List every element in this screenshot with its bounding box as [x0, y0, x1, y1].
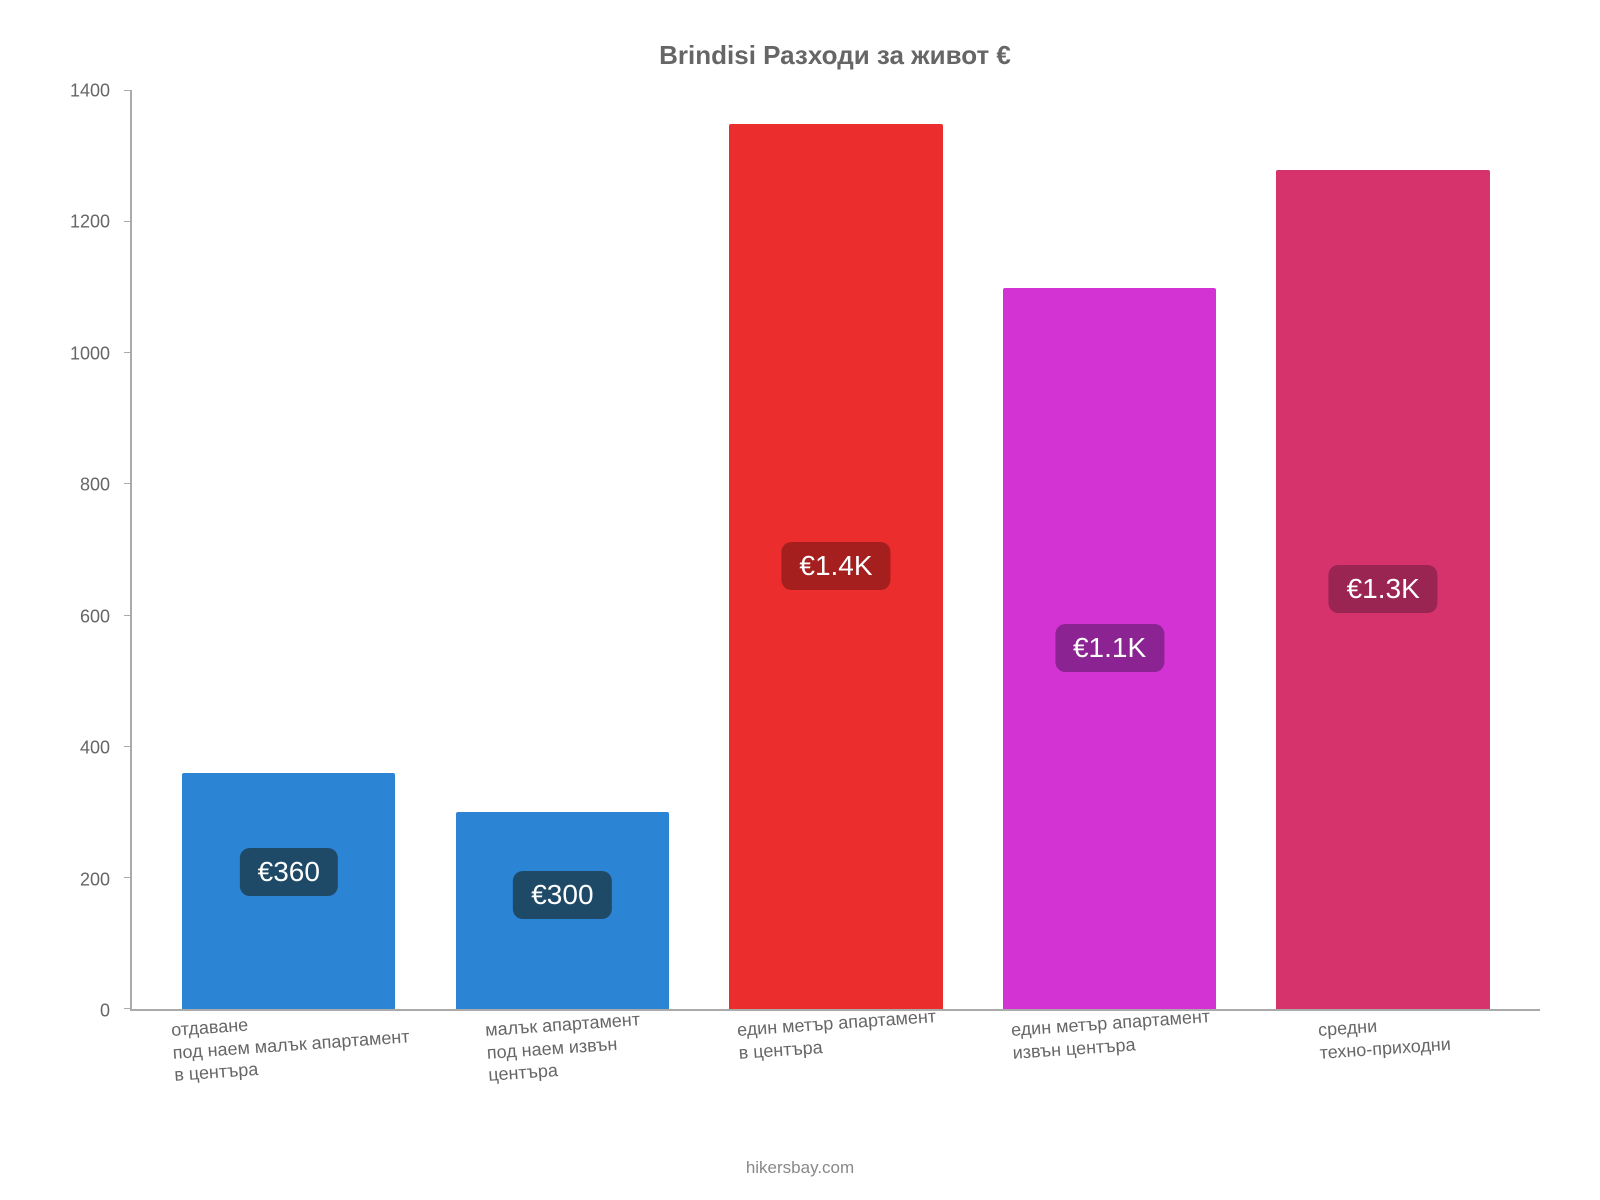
bar-value-badge: €1.4K [781, 542, 890, 590]
y-tick-label: 800 [80, 475, 120, 496]
y-tick: 600 [60, 606, 120, 627]
y-tick-label: 1000 [70, 343, 120, 364]
y-tick-mark [124, 483, 132, 484]
bar: €300 [456, 812, 669, 1009]
bars-region: €360 €300 €1.4K €1.1K €1.3K [132, 91, 1540, 1009]
bar-slot: €300 [426, 91, 700, 1009]
bar-slot: €360 [152, 91, 426, 1009]
x-axis-category-label: един метър апартамент в центъра [736, 1005, 938, 1064]
y-tick-label: 200 [80, 869, 120, 890]
attribution: hikersbay.com [0, 1158, 1600, 1178]
y-tick: 1400 [60, 81, 120, 102]
y-tick-mark [124, 221, 132, 222]
y-tick: 1200 [60, 212, 120, 233]
y-tick-label: 1400 [70, 81, 120, 102]
x-axis-category-label: средни техно-приходни [1318, 1010, 1452, 1064]
y-tick-mark [124, 877, 132, 878]
bar: €360 [182, 773, 395, 1009]
y-tick-label: 600 [80, 606, 120, 627]
y-tick-mark [124, 352, 132, 353]
y-tick-label: 400 [80, 738, 120, 759]
y-tick: 0 [60, 1001, 120, 1022]
bar-slot: €1.3K [1246, 91, 1520, 1009]
y-tick: 800 [60, 475, 120, 496]
y-tick-mark [124, 1008, 132, 1009]
y-tick-label: 1200 [70, 212, 120, 233]
bar: €1.4K [729, 124, 942, 1009]
x-axis-category-label: малък апартамент под наем извън центъра [485, 1008, 644, 1086]
y-tick-mark [124, 615, 132, 616]
y-tick: 200 [60, 869, 120, 890]
bar-slot: €1.4K [699, 91, 973, 1009]
y-tick-label: 0 [100, 1001, 120, 1022]
bar-value-badge: €360 [240, 848, 338, 896]
bar-value-badge: €1.3K [1329, 565, 1438, 613]
y-tick: 1000 [60, 343, 120, 364]
bar: €1.3K [1276, 170, 1489, 1009]
plot-area: €360€300€1.4K€1.1K€1.3K отдаване под нае… [130, 91, 1540, 1011]
y-tick: 400 [60, 738, 120, 759]
x-axis-category-label: един метър апартамент извън центъра [1010, 1005, 1212, 1064]
plot-area-wrap: 0200400600800100012001400 €360€300€1.4K€… [130, 91, 1540, 1011]
y-axis: 0200400600800100012001400 [60, 91, 120, 1011]
bar-value-badge: €300 [513, 871, 611, 919]
bar: €1.1K [1003, 288, 1216, 1009]
chart-container: Brindisi Разходи за живот € 0 200 400 600 80… [0, 0, 1600, 1200]
bar-value-badge: €1.1K [1055, 624, 1164, 672]
bar-slot: €1.1K [973, 91, 1247, 1009]
x-axis-category-label: отдаване под наем малък апартамент в цен… [170, 1002, 411, 1086]
y-tick-mark [124, 90, 132, 91]
y-tick-mark [124, 746, 132, 747]
chart-title: Brindisi Разходи за живот € [130, 40, 1540, 71]
